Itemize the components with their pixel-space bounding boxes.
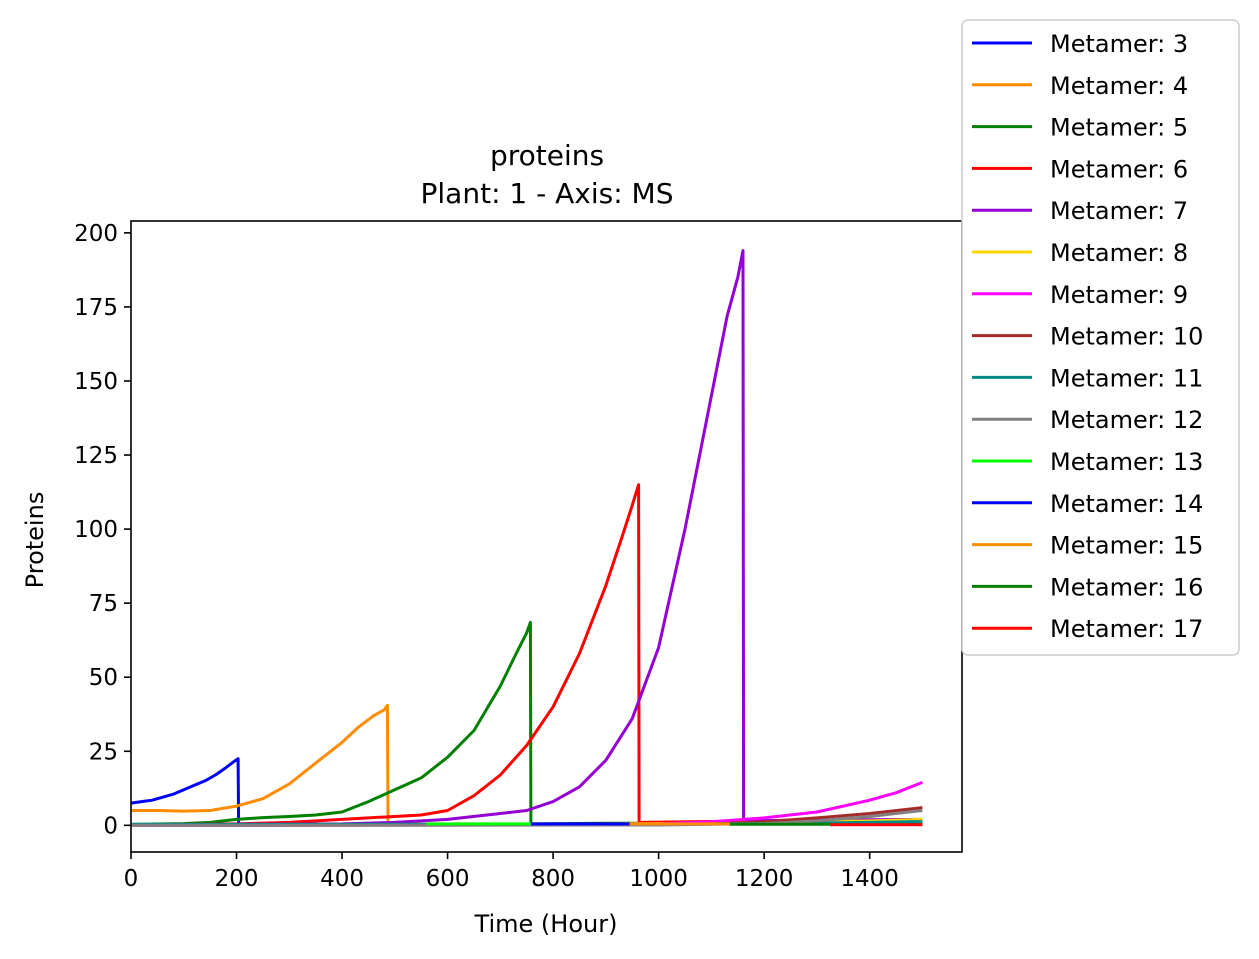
plot-area — [130, 220, 963, 853]
x-tick-label: 600 — [426, 866, 470, 892]
legend-label: Metamer: 15 — [1050, 532, 1203, 560]
series-line-metamer-4 — [131, 703, 427, 826]
y-tick-label: 150 — [74, 369, 118, 395]
y-tick-label: 25 — [89, 739, 118, 765]
y-axis: 0 25 50 75 100 125 150 175 200 — [74, 221, 131, 839]
legend-label: Metamer: 4 — [1050, 72, 1188, 100]
x-tick-label: 1000 — [629, 866, 688, 892]
y-tick-label: 125 — [74, 443, 118, 469]
chart-subtitle: Plant: 1 - Axis: MS — [421, 177, 674, 210]
legend-label: Metamer: 9 — [1050, 281, 1188, 309]
series-line-metamer-7 — [131, 249, 923, 827]
legend-label: Metamer: 6 — [1050, 155, 1188, 183]
x-tick-label: 400 — [320, 866, 364, 892]
series-line-metamer-3 — [131, 757, 327, 826]
x-tick-label: 800 — [531, 866, 575, 892]
legend-label: Metamer: 11 — [1050, 364, 1203, 392]
y-tick-label: 75 — [89, 591, 118, 617]
x-axis-label: Time (Hour) — [474, 910, 618, 938]
y-tick-label: 175 — [74, 295, 118, 321]
x-axis: 0 200 400 600 800 1000 1200 1400 — [124, 852, 899, 892]
y-axis-label: Proteins — [21, 492, 49, 589]
legend-label: Metamer: 16 — [1050, 573, 1203, 601]
plot-frame — [130, 220, 963, 853]
series-line-metamer-6 — [131, 483, 923, 827]
y-tick-label: 50 — [89, 665, 118, 691]
y-tick-label: 200 — [74, 221, 118, 247]
legend-label: Metamer: 7 — [1050, 197, 1188, 225]
legend-label: Metamer: 8 — [1050, 239, 1188, 267]
series-layer — [131, 249, 923, 827]
legend-label: Metamer: 5 — [1050, 114, 1188, 142]
x-tick-label: 200 — [215, 866, 259, 892]
legend-label: Metamer: 3 — [1050, 30, 1188, 58]
x-tick-label: 1200 — [735, 866, 794, 892]
series-line-metamer-5 — [131, 620, 923, 826]
legend-frame — [961, 19, 1240, 656]
y-tick-label: 100 — [74, 517, 118, 543]
legend-label: Metamer: 17 — [1050, 615, 1203, 643]
x-tick-label: 0 — [124, 866, 139, 892]
x-tick-label: 1400 — [840, 866, 899, 892]
legend-label: Metamer: 13 — [1050, 448, 1203, 476]
legend-label: Metamer: 10 — [1050, 323, 1203, 351]
legend-label: Metamer: 12 — [1050, 406, 1203, 434]
chart-title: proteins — [490, 139, 604, 172]
legend-items: Metamer: 3 Metamer: 4 Metamer: 5 Metamer: 6… — [972, 30, 1203, 643]
legend: Metamer: 3 Metamer: 4 Metamer: 5 Metamer: 6… — [961, 19, 1240, 656]
y-tick-label: 0 — [103, 813, 118, 839]
legend-label: Metamer: 14 — [1050, 490, 1203, 518]
